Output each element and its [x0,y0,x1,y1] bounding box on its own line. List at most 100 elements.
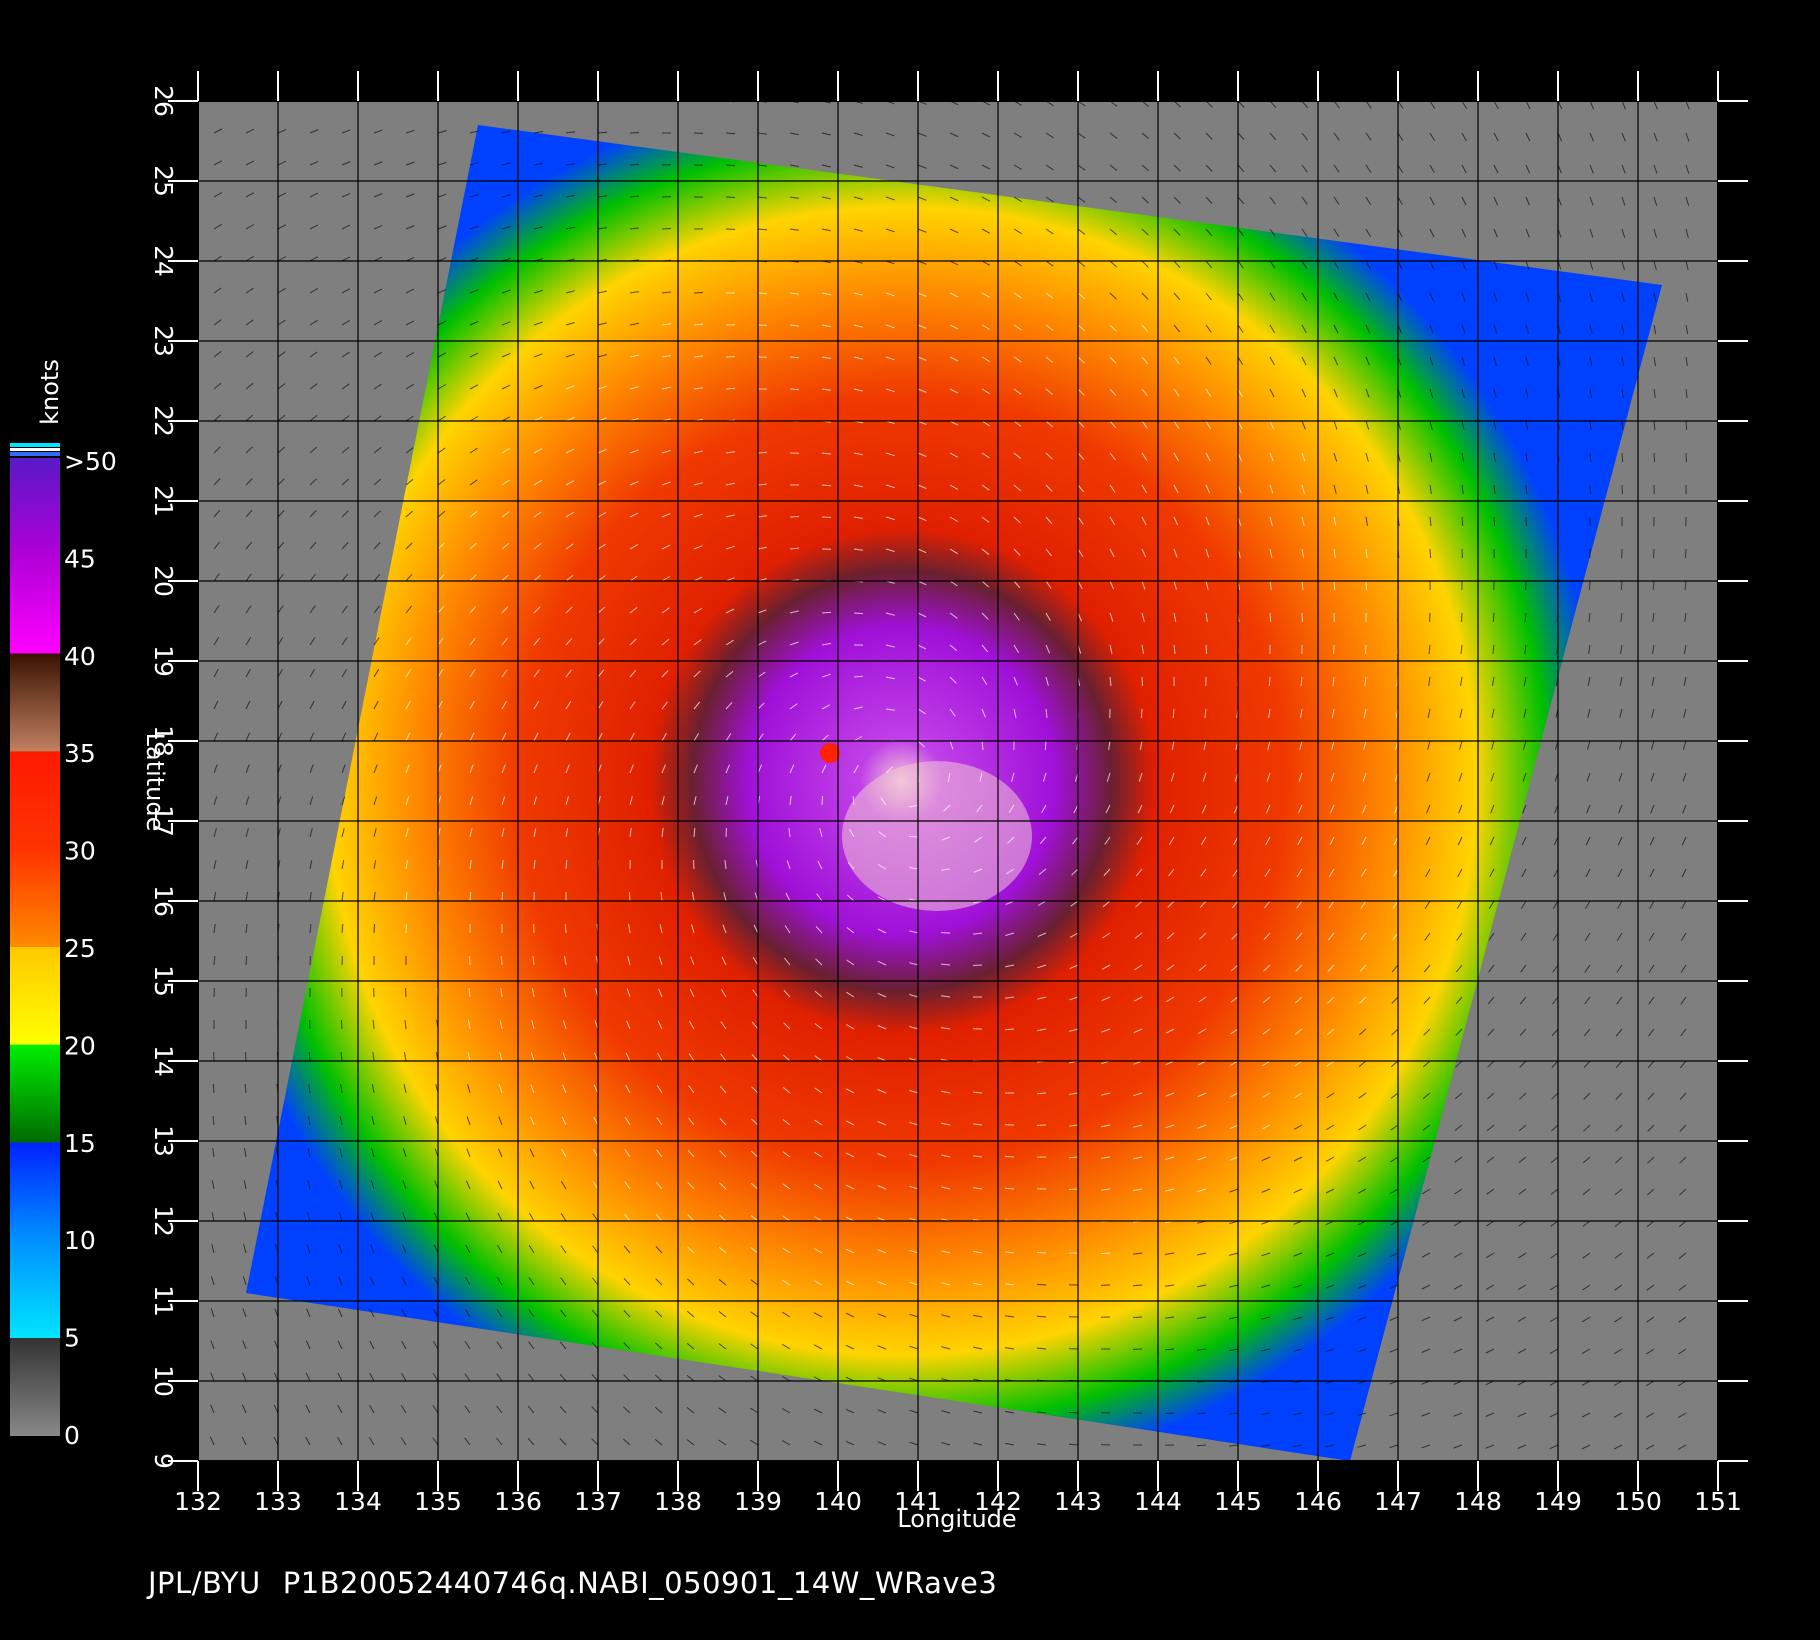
wind-barb [1454,1092,1463,1100]
wind-barb [373,923,376,934]
wind-barb [718,1375,727,1382]
wind-barb [852,796,855,806]
wind-barb [1141,196,1149,204]
wind-barb [1109,484,1116,493]
axis-ticks [168,71,1748,1491]
wind-barb [373,542,381,550]
wind-barb [1301,132,1308,141]
wind-barb [686,1310,695,1318]
wind-barb [909,1345,919,1350]
wind-barb [693,355,703,358]
wind-barb [341,669,348,678]
wind-barb [1678,1316,1687,1323]
wind-barb [533,226,543,230]
wind-barb [211,1212,215,1222]
wind-barb [724,860,727,870]
wind-barb [1068,1188,1079,1190]
wind-barb [1583,1092,1591,1100]
wind-barb [813,1280,823,1286]
wind-barb [1011,772,1015,782]
wind-barb [1357,1348,1367,1353]
wind-barb [1045,164,1054,171]
wind-barb [245,446,253,454]
wind-barb [401,1340,407,1350]
wind-barb [1549,1380,1559,1386]
wind-barb [1422,1060,1431,1068]
wind-barb [821,292,831,296]
wind-barb [885,484,895,489]
wind-barb [597,290,607,294]
wind-barb [981,708,986,718]
wind-barb [972,1091,983,1094]
wind-barb [1233,836,1239,846]
wind-barb [1585,836,1591,846]
wind-barb [245,414,254,422]
wind-barb [1045,420,1054,428]
wind-barb [1102,932,1111,939]
wind-barb [1133,996,1143,1002]
wind-barb [530,1084,535,1094]
wind-barb [1333,196,1340,205]
wind-barb [1037,1443,1047,1446]
wind-barb [819,828,823,838]
wind-barb [340,1052,343,1062]
wind-barb [1616,964,1623,973]
wind-barb [1683,676,1687,686]
wind-barb [751,1054,759,1062]
wind-barb [821,611,832,614]
wind-barb [1454,1220,1463,1227]
wind-barb [373,732,379,742]
wind-barb [1583,1124,1591,1132]
wind-barb [821,734,829,742]
wind-barb [469,162,479,166]
wind-barb [981,356,990,363]
wind-barb [782,1311,791,1318]
wind-barb [464,1437,471,1446]
wind-barb [655,1246,663,1254]
wind-barb [277,192,287,198]
wind-barb [565,732,571,742]
wind-barb [1520,932,1527,941]
wind-barb [1486,1092,1495,1100]
wind-barb [813,1312,823,1318]
wind-barb [401,1372,407,1382]
wind-barb [213,319,222,326]
wind-barb [1299,740,1303,750]
wind-barb [661,576,671,582]
wind-barb [309,923,312,934]
wind-barb [725,639,734,646]
wind-barb [1619,708,1623,718]
wind-barb [469,860,472,870]
wind-barb [533,289,543,294]
wind-barb [1171,740,1175,750]
wind-barb [369,1308,375,1318]
wind-barb [1677,1444,1687,1450]
wind-barb [629,195,640,198]
wind-barb [789,324,799,327]
wind-barb [1488,932,1495,941]
wind-barb [1649,900,1655,910]
wind-barb [815,958,823,966]
lon-tick-label: 138 [654,1487,702,1516]
wind-barb [1680,964,1687,973]
wind-barb [1581,1348,1591,1355]
wind-barb [337,1308,343,1318]
wind-barb [1301,452,1306,462]
wind-barb [691,924,695,934]
lon-tick-label: 139 [734,1487,782,1516]
wind-barb [1196,1412,1207,1415]
wind-barb [1294,1028,1303,1035]
wind-barb [1136,836,1143,845]
wind-barb [878,831,887,838]
wind-barb [1523,708,1527,718]
wind-barb [528,1309,535,1318]
wind-barb [1069,1028,1079,1032]
wind-barb [1013,580,1021,589]
wind-barb [1489,868,1495,878]
wind-barb [213,382,222,390]
wind-barb [245,509,253,518]
wind-barb [1101,1124,1111,1128]
wind-barb [751,1086,759,1094]
wind-barb [1486,1252,1495,1259]
wind-barb [1331,740,1335,750]
